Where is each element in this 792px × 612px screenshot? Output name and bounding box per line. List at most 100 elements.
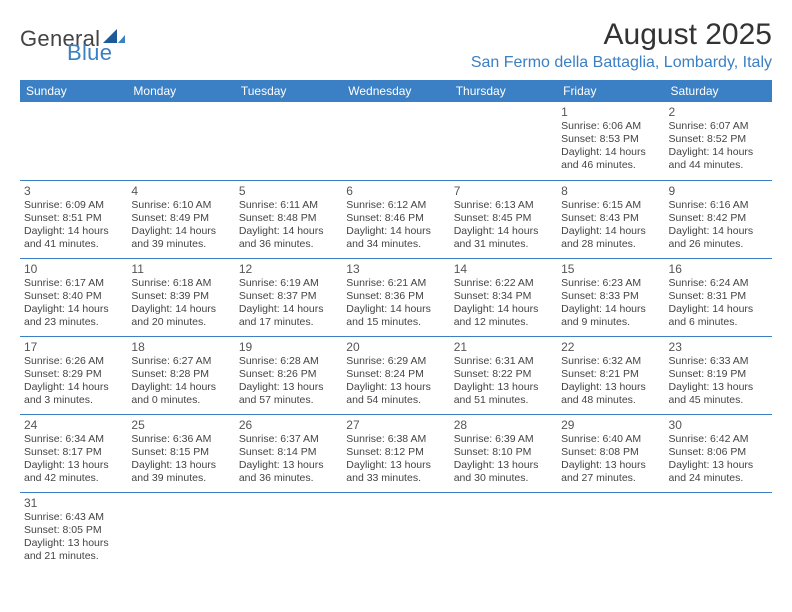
calendar-cell: 28Sunrise: 6:39 AMSunset: 8:10 PMDayligh… — [450, 414, 557, 492]
cell-daylight1: Daylight: 13 hours — [669, 459, 768, 472]
cell-daylight1: Daylight: 14 hours — [239, 303, 338, 316]
cell-daylight1: Daylight: 14 hours — [24, 303, 123, 316]
cell-sunrise: Sunrise: 6:10 AM — [131, 199, 230, 212]
cell-daylight2: and 41 minutes. — [24, 238, 123, 251]
calendar-cell: 1Sunrise: 6:06 AMSunset: 8:53 PMDaylight… — [557, 102, 664, 180]
calendar-cell — [235, 492, 342, 570]
cell-sunrise: Sunrise: 6:24 AM — [669, 277, 768, 290]
cell-daylight1: Daylight: 14 hours — [24, 381, 123, 394]
cell-sunset: Sunset: 8:28 PM — [131, 368, 230, 381]
cell-daylight1: Daylight: 14 hours — [346, 303, 445, 316]
cell-daylight1: Daylight: 14 hours — [454, 303, 553, 316]
cell-daylight2: and 17 minutes. — [239, 316, 338, 329]
cell-sunset: Sunset: 8:49 PM — [131, 212, 230, 225]
cell-sunrise: Sunrise: 6:11 AM — [239, 199, 338, 212]
calendar-cell: 19Sunrise: 6:28 AMSunset: 8:26 PMDayligh… — [235, 336, 342, 414]
cell-daylight1: Daylight: 13 hours — [131, 459, 230, 472]
calendar-cell: 24Sunrise: 6:34 AMSunset: 8:17 PMDayligh… — [20, 414, 127, 492]
calendar-cell: 6Sunrise: 6:12 AMSunset: 8:46 PMDaylight… — [342, 180, 449, 258]
day-number: 22 — [561, 340, 660, 354]
logo-text-blue: Blue — [67, 40, 112, 66]
cell-sunset: Sunset: 8:31 PM — [669, 290, 768, 303]
day-number: 17 — [24, 340, 123, 354]
cell-sunset: Sunset: 8:40 PM — [24, 290, 123, 303]
cell-daylight1: Daylight: 13 hours — [561, 459, 660, 472]
cell-daylight1: Daylight: 13 hours — [454, 459, 553, 472]
calendar-cell: 8Sunrise: 6:15 AMSunset: 8:43 PMDaylight… — [557, 180, 664, 258]
day-number: 5 — [239, 184, 338, 198]
day-number: 19 — [239, 340, 338, 354]
cell-sunset: Sunset: 8:26 PM — [239, 368, 338, 381]
cell-sunrise: Sunrise: 6:39 AM — [454, 433, 553, 446]
day-number: 3 — [24, 184, 123, 198]
calendar-cell: 18Sunrise: 6:27 AMSunset: 8:28 PMDayligh… — [127, 336, 234, 414]
calendar-cell: 30Sunrise: 6:42 AMSunset: 8:06 PMDayligh… — [665, 414, 772, 492]
cell-daylight2: and 33 minutes. — [346, 472, 445, 485]
calendar-cell: 17Sunrise: 6:26 AMSunset: 8:29 PMDayligh… — [20, 336, 127, 414]
day-number: 18 — [131, 340, 230, 354]
calendar-cell: 16Sunrise: 6:24 AMSunset: 8:31 PMDayligh… — [665, 258, 772, 336]
calendar-body: 1Sunrise: 6:06 AMSunset: 8:53 PMDaylight… — [20, 102, 772, 570]
cell-sunset: Sunset: 8:22 PM — [454, 368, 553, 381]
cell-daylight2: and 24 minutes. — [669, 472, 768, 485]
cell-sunset: Sunset: 8:17 PM — [24, 446, 123, 459]
day-number: 20 — [346, 340, 445, 354]
cell-sunrise: Sunrise: 6:23 AM — [561, 277, 660, 290]
cell-sunset: Sunset: 8:37 PM — [239, 290, 338, 303]
cell-sunset: Sunset: 8:42 PM — [669, 212, 768, 225]
cell-daylight2: and 3 minutes. — [24, 394, 123, 407]
cell-sunset: Sunset: 8:45 PM — [454, 212, 553, 225]
calendar-cell: 5Sunrise: 6:11 AMSunset: 8:48 PMDaylight… — [235, 180, 342, 258]
cell-sunset: Sunset: 8:34 PM — [454, 290, 553, 303]
calendar-cell — [127, 492, 234, 570]
cell-sunset: Sunset: 8:33 PM — [561, 290, 660, 303]
day-number: 2 — [669, 105, 768, 119]
calendar-row: 3Sunrise: 6:09 AMSunset: 8:51 PMDaylight… — [20, 180, 772, 258]
cell-sunrise: Sunrise: 6:28 AM — [239, 355, 338, 368]
calendar-cell: 4Sunrise: 6:10 AMSunset: 8:49 PMDaylight… — [127, 180, 234, 258]
cell-sunset: Sunset: 8:52 PM — [669, 133, 768, 146]
cell-sunset: Sunset: 8:29 PM — [24, 368, 123, 381]
cell-daylight2: and 51 minutes. — [454, 394, 553, 407]
cell-daylight1: Daylight: 14 hours — [561, 225, 660, 238]
calendar-cell — [20, 102, 127, 180]
cell-daylight2: and 20 minutes. — [131, 316, 230, 329]
cell-daylight1: Daylight: 13 hours — [239, 459, 338, 472]
calendar-cell: 12Sunrise: 6:19 AMSunset: 8:37 PMDayligh… — [235, 258, 342, 336]
cell-daylight2: and 26 minutes. — [669, 238, 768, 251]
cell-sunset: Sunset: 8:10 PM — [454, 446, 553, 459]
cell-daylight2: and 39 minutes. — [131, 238, 230, 251]
day-number: 27 — [346, 418, 445, 432]
day-number: 31 — [24, 496, 123, 510]
cell-sunrise: Sunrise: 6:27 AM — [131, 355, 230, 368]
cell-sunset: Sunset: 8:15 PM — [131, 446, 230, 459]
calendar-cell — [450, 102, 557, 180]
cell-sunrise: Sunrise: 6:42 AM — [669, 433, 768, 446]
cell-daylight2: and 54 minutes. — [346, 394, 445, 407]
cell-sunrise: Sunrise: 6:16 AM — [669, 199, 768, 212]
cell-sunset: Sunset: 8:53 PM — [561, 133, 660, 146]
cell-daylight1: Daylight: 14 hours — [346, 225, 445, 238]
day-number: 12 — [239, 262, 338, 276]
cell-sunset: Sunset: 8:05 PM — [24, 524, 123, 537]
day-number: 1 — [561, 105, 660, 119]
cell-daylight1: Daylight: 14 hours — [131, 381, 230, 394]
cell-sunset: Sunset: 8:21 PM — [561, 368, 660, 381]
day-number: 13 — [346, 262, 445, 276]
cell-sunrise: Sunrise: 6:21 AM — [346, 277, 445, 290]
weekday-header: Sunday — [20, 80, 127, 102]
cell-daylight2: and 57 minutes. — [239, 394, 338, 407]
cell-daylight1: Daylight: 13 hours — [346, 381, 445, 394]
cell-daylight1: Daylight: 14 hours — [669, 146, 768, 159]
calendar-table: Sunday Monday Tuesday Wednesday Thursday… — [20, 80, 772, 570]
calendar-row: 17Sunrise: 6:26 AMSunset: 8:29 PMDayligh… — [20, 336, 772, 414]
cell-sunrise: Sunrise: 6:22 AM — [454, 277, 553, 290]
cell-daylight1: Daylight: 14 hours — [24, 225, 123, 238]
cell-sunrise: Sunrise: 6:29 AM — [346, 355, 445, 368]
calendar-cell: 7Sunrise: 6:13 AMSunset: 8:45 PMDaylight… — [450, 180, 557, 258]
location: San Fermo della Battaglia, Lombardy, Ita… — [471, 54, 772, 72]
cell-sunrise: Sunrise: 6:07 AM — [669, 120, 768, 133]
cell-daylight2: and 27 minutes. — [561, 472, 660, 485]
cell-sunrise: Sunrise: 6:18 AM — [131, 277, 230, 290]
calendar-cell: 26Sunrise: 6:37 AMSunset: 8:14 PMDayligh… — [235, 414, 342, 492]
